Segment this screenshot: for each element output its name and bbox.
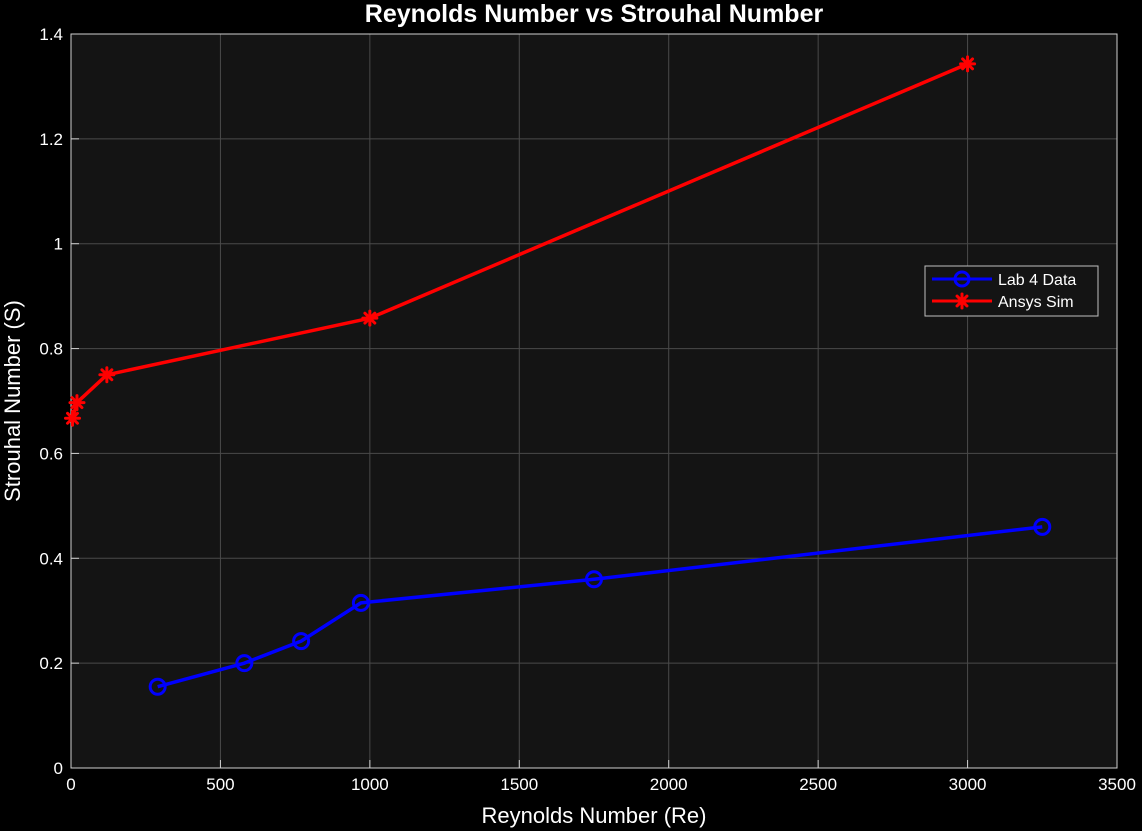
data-point-lab-4-data	[235, 654, 254, 673]
data-point-lab-4-data	[351, 593, 370, 612]
tick-labels: 0 500 1000 1500 2000 2500 3000 3500 0 0.2 0.4 0.6 0.…	[39, 25, 1136, 794]
grid	[71, 34, 1117, 768]
x-axis-title: Reynolds Number (Re)	[482, 803, 707, 828]
y-tick-label: 1.4	[39, 25, 63, 44]
plot-area	[71, 34, 1117, 768]
series-line-lab-4-data	[157, 525, 1043, 689]
chart-title: Reynolds Number vs Strouhal Number	[365, 0, 824, 28]
x-tick-label: 2000	[650, 775, 688, 794]
x-tick-label: 0	[66, 775, 75, 794]
x-tick-label: 500	[206, 775, 234, 794]
plot-border	[70, 33, 1118, 769]
y-tick-label: 0	[54, 759, 63, 778]
x-tick-label: 1000	[351, 775, 389, 794]
x-tick-label: 3500	[1098, 775, 1136, 794]
data-point-lab-4-data	[292, 632, 311, 651]
data-point-ansys-sim	[98, 366, 116, 384]
data-point-ansys-sim	[361, 309, 379, 327]
x-tick-label: 3000	[949, 775, 987, 794]
series-layer	[63, 55, 1052, 696]
legend-label-ansys: Ansys Sim	[998, 294, 1074, 311]
legend-marker-lab4	[953, 270, 971, 288]
data-point-lab-4-data	[148, 677, 167, 696]
x-tick-label: 2500	[799, 775, 837, 794]
y-tick-label: 0.8	[39, 340, 63, 359]
y-tick-label: 1	[54, 235, 63, 254]
data-point-ansys-sim	[959, 55, 977, 73]
legend-label-lab4: Lab 4 Data	[998, 272, 1076, 289]
data-point-lab-4-data	[585, 570, 603, 589]
legend-asterisk	[953, 292, 971, 310]
y-axis-title: Strouhal Number (S)	[0, 300, 25, 502]
y-tick-label: 0.2	[39, 654, 63, 673]
y-tick-label: 0.6	[39, 444, 63, 463]
data-point-ansys-sim	[63, 409, 81, 427]
data-point-ansys-sim	[68, 394, 86, 412]
legend-box	[924, 265, 1099, 317]
legend-marker-ansys	[953, 292, 971, 310]
y-tick-label: 0.4	[39, 549, 63, 568]
data-point-lab-4-data	[1033, 517, 1052, 536]
legend: Lab 4 Data Ansys Sim	[924, 265, 1099, 317]
y-tick-label: 1.2	[39, 130, 63, 149]
x-tick-label: 1500	[500, 775, 538, 794]
